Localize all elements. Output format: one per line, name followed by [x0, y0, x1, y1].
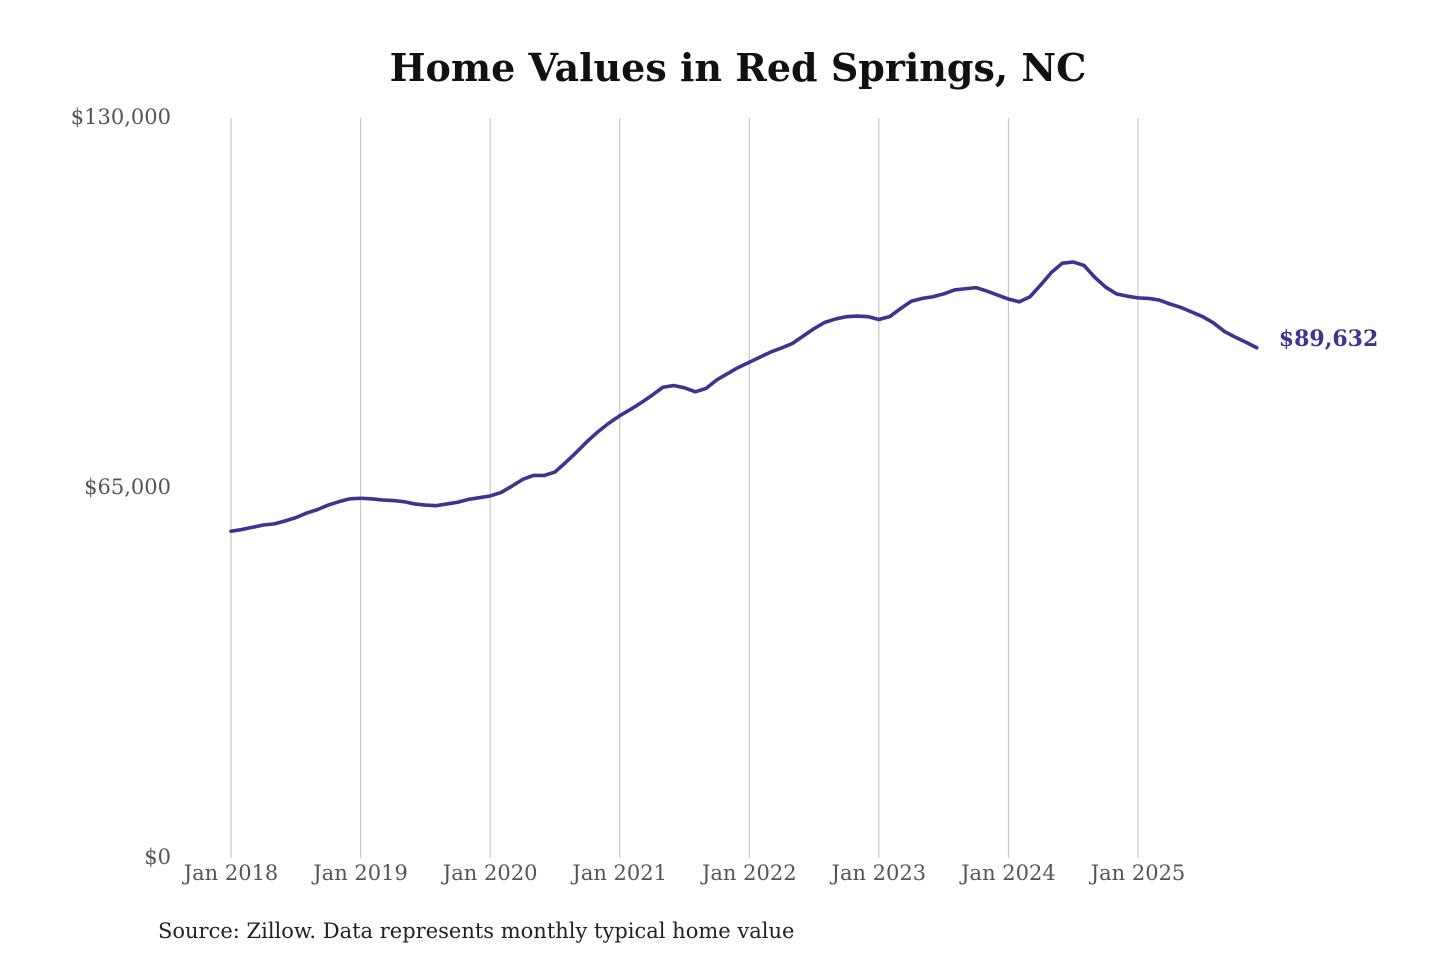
end-value-label: $89,632: [1279, 326, 1379, 352]
chart-title: Home Values in Red Springs, NC: [390, 45, 1087, 90]
x-tick-label: Jan 2018: [182, 861, 279, 885]
series-line: [229, 260, 1259, 534]
x-tick-label: Jan 2024: [959, 861, 1056, 885]
y-axis: $0 $65,000 $130,000: [71, 105, 171, 869]
y-tick-label: $0: [144, 845, 171, 869]
x-tick-label: Jan 2021: [570, 861, 667, 885]
x-axis: Jan 2018 Jan 2019 Jan 2020 Jan 2021 Jan 2022…: [182, 861, 1186, 885]
x-tick-label: Jan 2022: [700, 861, 797, 885]
x-tick-label: Jan 2019: [311, 861, 408, 885]
y-tick-label: $65,000: [84, 475, 171, 499]
x-tick-label: Jan 2023: [830, 861, 927, 885]
x-tick-label: Jan 2025: [1089, 861, 1186, 885]
y-tick-label: $130,000: [71, 105, 171, 129]
grid-layer: [230, 118, 1139, 858]
series-layer: $89,632: [229, 260, 1379, 534]
source-note: Source: Zillow. Data represents monthly …: [158, 919, 794, 943]
x-tick-label: Jan 2020: [441, 861, 538, 885]
